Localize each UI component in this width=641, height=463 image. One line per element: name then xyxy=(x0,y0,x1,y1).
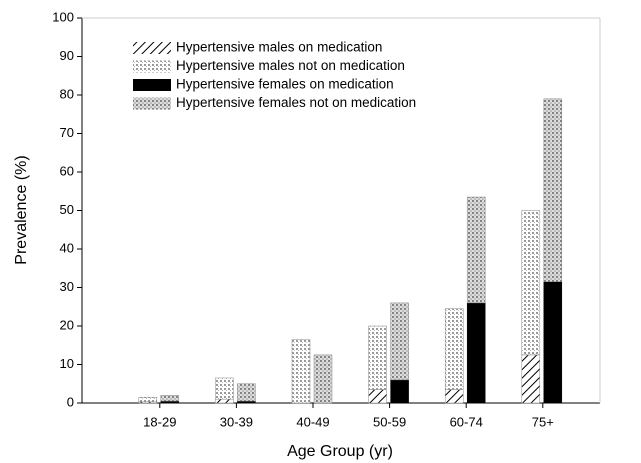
y-tick-label: 0 xyxy=(67,394,74,409)
x-tick-label: 75+ xyxy=(532,414,554,429)
y-tick-label: 60 xyxy=(60,163,74,178)
x-axis-title: Age Group (yr) xyxy=(287,443,393,460)
legend-swatch xyxy=(133,97,171,110)
legend-label: Hypertensive males not on medication xyxy=(176,58,405,73)
bar-segment xyxy=(521,210,541,356)
bar-segment xyxy=(368,325,387,390)
legend-label: Hypertensive females on medication xyxy=(176,77,394,92)
y-tick-label: 100 xyxy=(52,9,74,24)
legend-swatch xyxy=(133,79,171,91)
bar-segment xyxy=(444,389,464,404)
x-tick-label: 40-49 xyxy=(296,414,329,429)
legend-swatch xyxy=(133,60,171,73)
bar-segment xyxy=(368,389,387,404)
y-tick-label: 40 xyxy=(60,240,74,255)
bar-segment xyxy=(237,400,256,404)
bar-segment xyxy=(160,395,180,402)
bar-segment xyxy=(390,302,409,381)
x-tick-label: 50-59 xyxy=(373,414,406,429)
x-tick-label: 18-29 xyxy=(143,414,176,429)
legend-label: Hypertensive males on medication xyxy=(176,40,382,55)
y-tick-label: 10 xyxy=(60,356,74,371)
bar-segment xyxy=(466,196,486,304)
legend-swatch xyxy=(133,42,171,54)
bar-segment xyxy=(291,339,311,404)
x-tick-label: 60-74 xyxy=(450,414,483,429)
y-tick-label: 70 xyxy=(60,125,74,140)
bar-segment xyxy=(543,281,563,404)
y-tick-label: 30 xyxy=(60,279,74,294)
bar-segment xyxy=(466,302,486,404)
bar-segment xyxy=(313,354,333,404)
bar-segment xyxy=(215,398,234,404)
x-tick-label: 30-39 xyxy=(220,414,253,429)
bar-segment xyxy=(215,377,234,400)
bar-segment xyxy=(543,98,563,282)
bar-segment xyxy=(237,383,256,402)
bar-segment xyxy=(160,400,180,404)
y-tick-label: 50 xyxy=(60,202,74,217)
y-tick-label: 80 xyxy=(60,86,74,101)
bar-segment xyxy=(444,308,464,390)
y-tick-label: 90 xyxy=(60,48,74,63)
bar-segment xyxy=(521,354,541,404)
y-axis-title: Prevalence (%) xyxy=(13,155,30,264)
legend-label: Hypertensive females not on medication xyxy=(176,95,416,110)
y-tick-label: 20 xyxy=(60,317,74,332)
bar-segment xyxy=(138,396,158,403)
bar-segment xyxy=(390,379,409,404)
